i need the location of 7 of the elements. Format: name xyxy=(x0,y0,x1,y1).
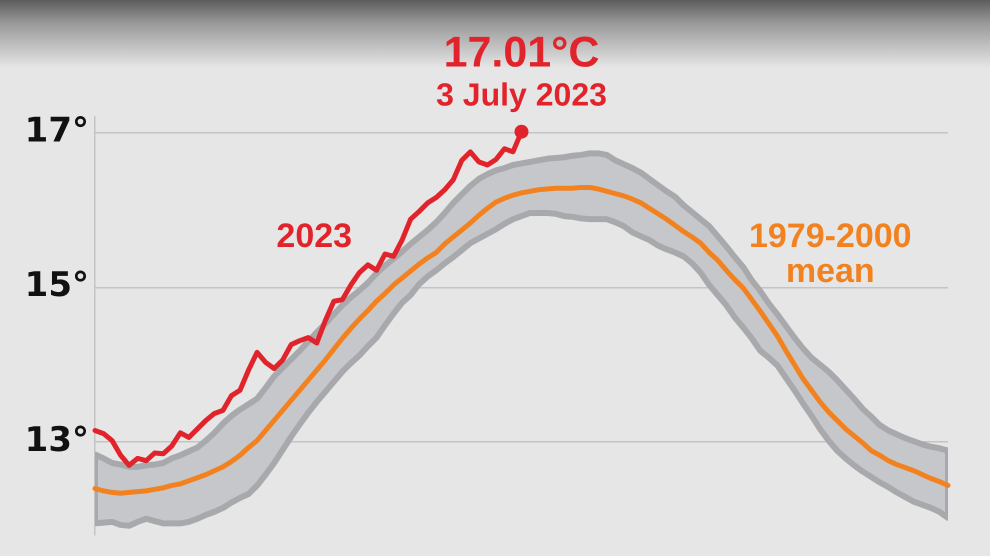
text: 3 July 2023 xyxy=(436,76,607,113)
y-tick-label: 13° xyxy=(24,420,89,460)
series-label: 1979-2000 mean xyxy=(748,217,912,290)
y-tick-label: 17° xyxy=(24,110,89,150)
y-tick-label: 15° xyxy=(24,265,89,306)
series-label: 2023 xyxy=(276,217,352,255)
data-label: 17.01°C xyxy=(444,28,600,77)
